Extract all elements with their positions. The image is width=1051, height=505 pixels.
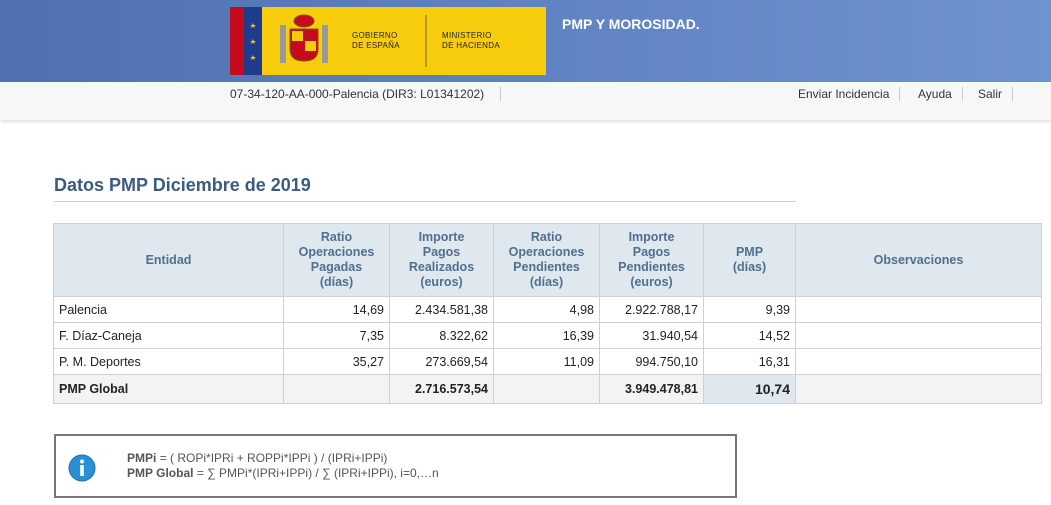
link[interactable]: Salir [975,87,1014,101]
entity-label: 07-34-120-AA-000-Palencia (DIR3: L013412… [230,87,502,101]
link[interactable]: Ayuda [915,87,963,101]
header-line: Pendientes [618,260,685,274]
formula-label: PMPi [127,451,157,465]
cell: 2.716.573,54 [389,374,494,404]
cell: PMP Global [53,374,284,404]
header-line: Ratio [530,230,563,244]
link[interactable]: Enviar Incidencia [795,87,901,101]
formula-note: PMPi = ( ROPi*IPRi + ROPPi*IPPi ) / (IPR… [54,434,737,498]
header-line: (días) [732,260,767,274]
header-row: Entidad Ratio Operaciones Pagadas (días) Impo… [53,223,1042,297]
column-header: PMP (días) [703,223,796,297]
total-row: PMP Global 2.716.573,54 3.949.478,81 10,74 [53,374,1042,404]
column-header: Ratio Operaciones Pendientes (días) [493,223,600,297]
cell: 2.922.788,17 [599,296,704,323]
logo-line: DE ESPAÑA [352,41,400,50]
cell: 31.940,54 [599,322,704,349]
header-line: Importe [418,230,465,244]
cell [795,348,1042,375]
header-line: Pendientes [513,260,580,274]
header-line: Pagos [422,245,461,259]
header-line: Pagos [632,245,671,259]
cell: 8.322,62 [389,322,494,349]
header-line: (euros) [420,275,463,289]
formula-line: PMP Global = ∑ PMPi*(IPRi+IPPi) / ∑ (IPR… [127,466,439,480]
cell: 2.434.581,38 [389,296,494,323]
info-icon [68,454,96,482]
ministry-line: DE HACIENDA [442,41,500,50]
column-header: Entidad [53,223,284,297]
pmp-table: Entidad Ratio Operaciones Pagadas (días) Impo… [53,223,1042,404]
cell [795,296,1042,323]
ministry-text: MINISTERIO DE HACIENDA [442,31,500,51]
header-line: Entidad [145,252,192,267]
ministry-line: MINISTERIO [442,31,492,40]
cell: 14,52 [703,322,796,349]
cell [795,322,1042,349]
column-header: Importe Pagos Pendientes (euros) [599,223,704,297]
formula-line: PMPi = ( ROPi*IPRi + ROPPi*IPPi ) / (IPR… [127,451,387,465]
cell: 11,09 [493,348,600,375]
cell: 16,39 [493,322,600,349]
cell: 3.949.478,81 [599,374,704,404]
header-line: Importe [628,230,675,244]
logo-line: GOBIERNO [352,31,398,40]
cell [283,374,390,404]
data-row: P. M. Deportes 35,27 273.669,54 11,09 994.75… [53,348,1042,375]
header-line: Observaciones [873,252,964,267]
toolbar: 07-34-120-AA-000-Palencia (DIR3: L013412… [0,82,1051,120]
column-header: Observaciones [795,223,1042,297]
app-title: PMP Y MOROSIDAD. [562,16,700,32]
header-line: Operaciones [298,245,375,259]
header: GOBIERNO DE ESPAÑA MINISTERIO DE HACIEND… [0,0,1051,82]
cell: Palencia [53,296,284,323]
column-header: Ratio Operaciones Pagadas (días) [283,223,390,297]
cell: 35,27 [283,348,390,375]
cell [493,374,600,404]
formula-text: = ( ROPi*IPRi + ROPPi*IPPi ) / (IPRi+IPP… [159,451,388,465]
data-row: F. Díaz-Caneja 7,35 8.322,62 16,39 31.940,54… [53,322,1042,349]
header-line: (días) [319,275,354,289]
formula-label: PMP Global [127,466,194,480]
cell: P. M. Deportes [53,348,284,375]
header-line: (días) [529,275,564,289]
header-line: Realizados [408,260,475,274]
header-line: Ratio [320,230,353,244]
section-title: Datos PMP Diciembre de 2019 [54,175,796,202]
cell: F. Díaz-Caneja [53,322,284,349]
cell: 994.750,10 [599,348,704,375]
logo-text: GOBIERNO DE ESPAÑA [352,31,400,51]
header-line: Pagadas [310,260,363,274]
cell: 273.669,54 [389,348,494,375]
gov-logo: GOBIERNO DE ESPAÑA MINISTERIO DE HACIEND… [230,7,546,75]
cell: 4,98 [493,296,600,323]
cell: 10,74 [703,374,796,404]
data-row: Palencia 14,69 2.434.581,38 4,98 2.922.788,1… [53,296,1042,323]
header-line: (euros) [630,275,673,289]
formula-text: = ∑ PMPi*(IPRi+IPPi) / ∑ (IPRi+IPPi), i=… [196,466,439,480]
cell: 9,39 [703,296,796,323]
cell: 14,69 [283,296,390,323]
cell [795,374,1042,404]
header-line: PMP [735,245,764,259]
logo-graphic [230,7,427,75]
column-header: Importe Pagos Realizados (euros) [389,223,494,297]
cell: 7,35 [283,322,390,349]
cell: 16,31 [703,348,796,375]
header-line: Operaciones [508,245,585,259]
